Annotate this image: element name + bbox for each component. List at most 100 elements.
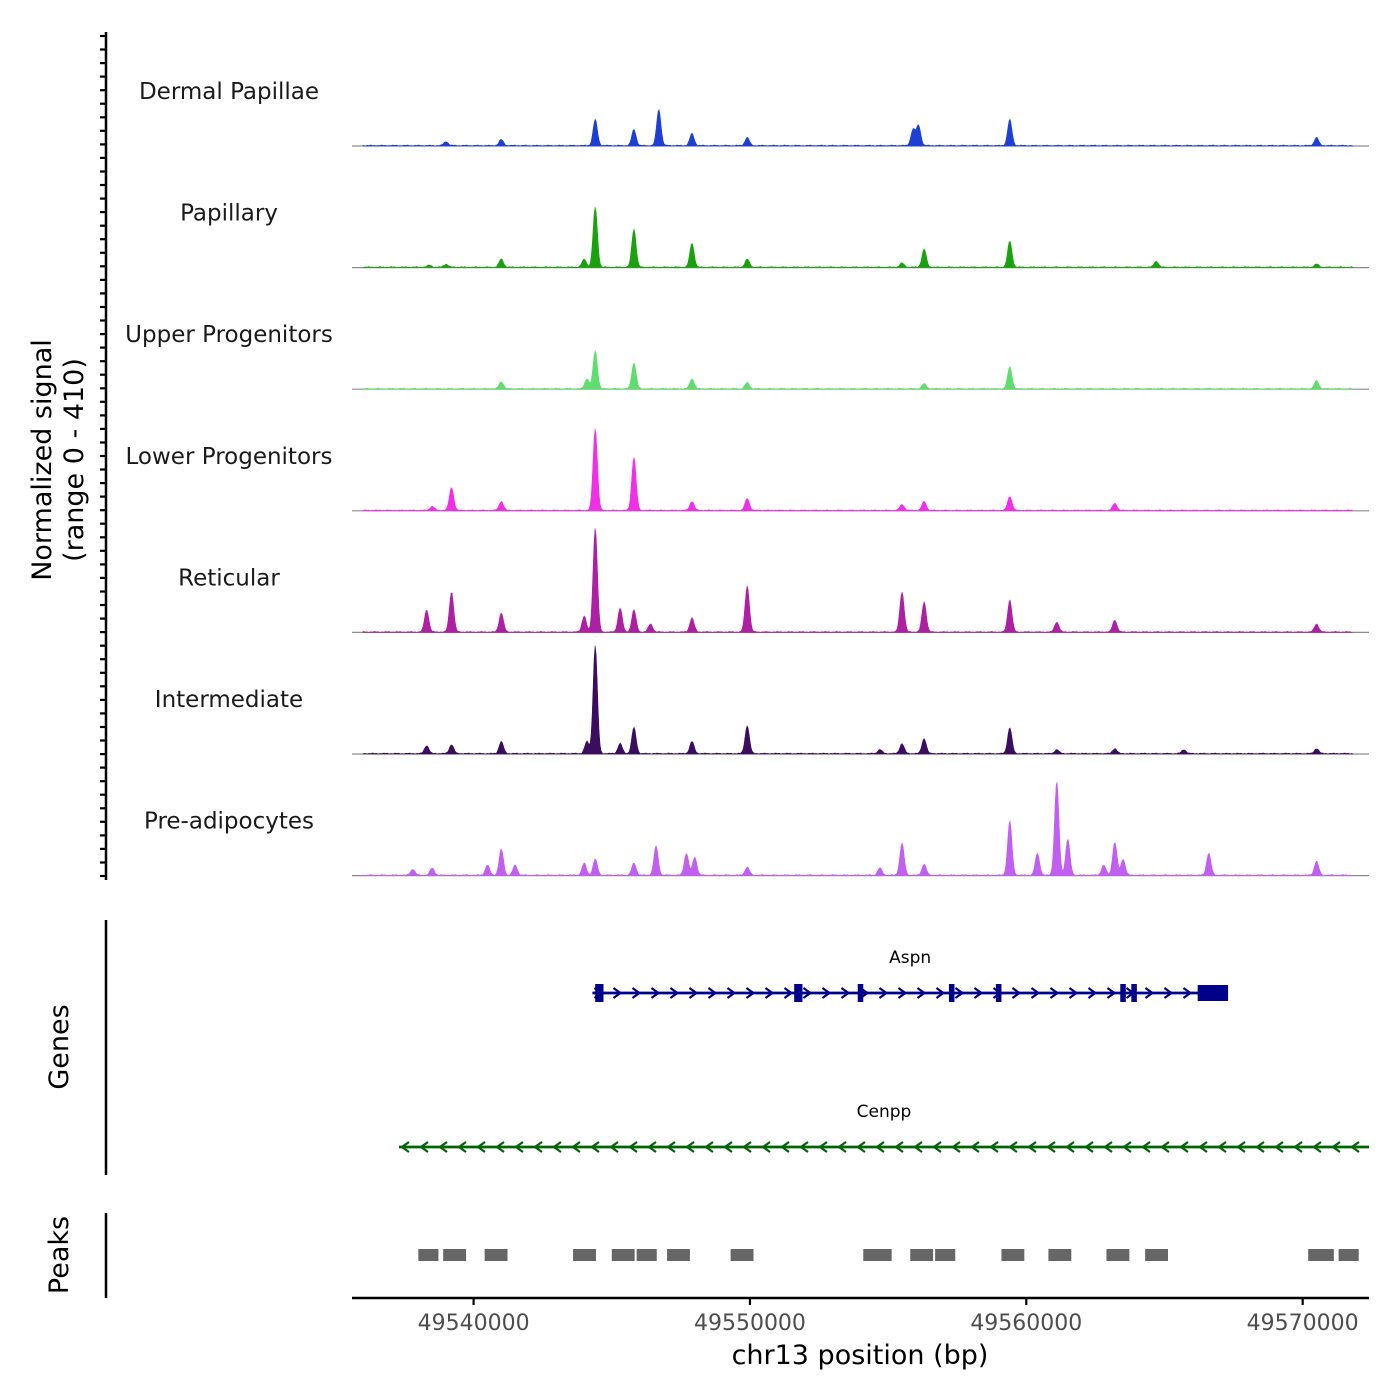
gene-exon [1197,985,1229,1001]
track-label: Dermal Papillae [139,79,319,105]
strand-arrow [1030,987,1041,999]
gene-exon [1131,984,1137,1002]
strand-arrow [1236,1141,1246,1153]
peak-region [1001,1249,1025,1261]
strand-arrow [1217,1141,1227,1153]
track-signal-area [362,428,1353,512]
gene-exon [995,984,1002,1002]
peak-region [1338,1249,1359,1261]
track-4: Reticular [178,528,1369,634]
strand-arrow [913,1141,923,1153]
strand-arrow [628,1141,638,1153]
strand-arrow [875,1141,885,1153]
strand-arrow [533,1141,543,1153]
track-2: Upper Progenitors [125,322,1369,390]
strand-arrow [1255,1141,1265,1153]
strand-arrow [1274,1141,1284,1153]
track-signal-area [363,206,1353,268]
strand-arrow [666,1141,676,1153]
signal-tracks: Dermal Papillae Papillary Upper Progenitor… [125,79,1369,877]
strand-arrow [745,987,756,999]
x-axis-tick-label: 49550000 [694,1311,806,1336]
strand-arrow [650,987,661,999]
gene-cenpp: Cenpp [398,1102,1369,1153]
strand-arrow [840,987,851,999]
strand-arrow [571,1141,581,1153]
strand-arrow [707,987,718,999]
track-label: Lower Progenitors [126,444,333,470]
strand-arrow [935,987,946,999]
track-label: Papillary [180,201,278,227]
gene-label: Aspn [889,948,931,968]
strand-arrow [818,1141,828,1153]
strand-arrow [631,987,642,999]
strand-arrow [495,1141,505,1153]
strand-arrow [514,1141,524,1153]
strand-arrow [609,1141,619,1153]
strand-arrow [552,1141,562,1153]
track-label: Upper Progenitors [125,322,333,348]
x-axis-label: chr13 position (bp) [732,1340,989,1371]
strand-arrow [761,1141,771,1153]
strand-arrow [419,1141,429,1153]
peak-region [418,1249,439,1261]
strand-arrow [1122,1141,1132,1153]
genes-label: Genes [44,1004,75,1089]
peak-region [667,1249,690,1261]
x-axis-tick-label: 49560000 [970,1311,1082,1336]
strand-arrow [612,987,623,999]
signal-axis-label-line1: Normalized signal [27,339,58,581]
strand-arrow [970,1141,980,1153]
strand-arrow [438,1141,448,1153]
track-signal-area [362,528,1353,633]
strand-arrow [932,1141,942,1153]
strand-arrow [783,987,794,999]
strand-arrow [590,1141,600,1153]
strand-arrow [780,1141,790,1153]
strand-arrow [669,987,680,999]
strand-arrow [1084,1141,1094,1153]
x-axis-ticks: 49540000 49550000 49560000 49570000 [418,1298,1359,1336]
strand-arrow [1087,987,1098,999]
peak-region [910,1249,934,1261]
strand-arrow [1198,1141,1208,1153]
peak-region [730,1249,754,1261]
peak-region [611,1249,635,1261]
strand-arrow [1046,1141,1056,1153]
strand-arrow [1163,987,1174,999]
peak-region [443,1249,467,1261]
strand-arrow [878,987,889,999]
peak-region [863,1249,892,1261]
strand-arrow [1179,1141,1189,1153]
strand-arrow [897,987,908,999]
track-label: Intermediate [155,687,303,713]
strand-arrow [989,1141,999,1153]
peak-regions [418,1249,1359,1261]
signal-axis-label-line2: (range 0 - 410) [59,358,90,562]
peak-region [1106,1249,1130,1261]
strand-arrow [1182,987,1193,999]
strand-arrow [1008,1141,1018,1153]
track-signal-area [362,108,1354,147]
strand-arrow [764,987,775,999]
strand-arrow [400,1141,410,1153]
strand-arrow [688,987,699,999]
peak-region [1048,1249,1072,1261]
x-axis-tick-label: 49540000 [418,1311,530,1336]
track-label: Reticular [178,565,280,591]
strand-arrow [742,1141,752,1153]
strand-arrow [1027,1141,1037,1153]
strand-arrow [1331,1141,1341,1153]
strand-arrow [457,1141,467,1153]
strand-arrow [1144,987,1155,999]
strand-arrow [951,1141,961,1153]
strand-arrow [973,987,984,999]
gene-exon [1120,984,1126,1002]
gene-track: Aspn Cenpp [398,948,1369,1153]
strand-arrow [916,987,927,999]
strand-arrow [799,1141,809,1153]
track-signal-area [362,782,1354,876]
strand-arrow [726,987,737,999]
strand-arrow [802,987,813,999]
